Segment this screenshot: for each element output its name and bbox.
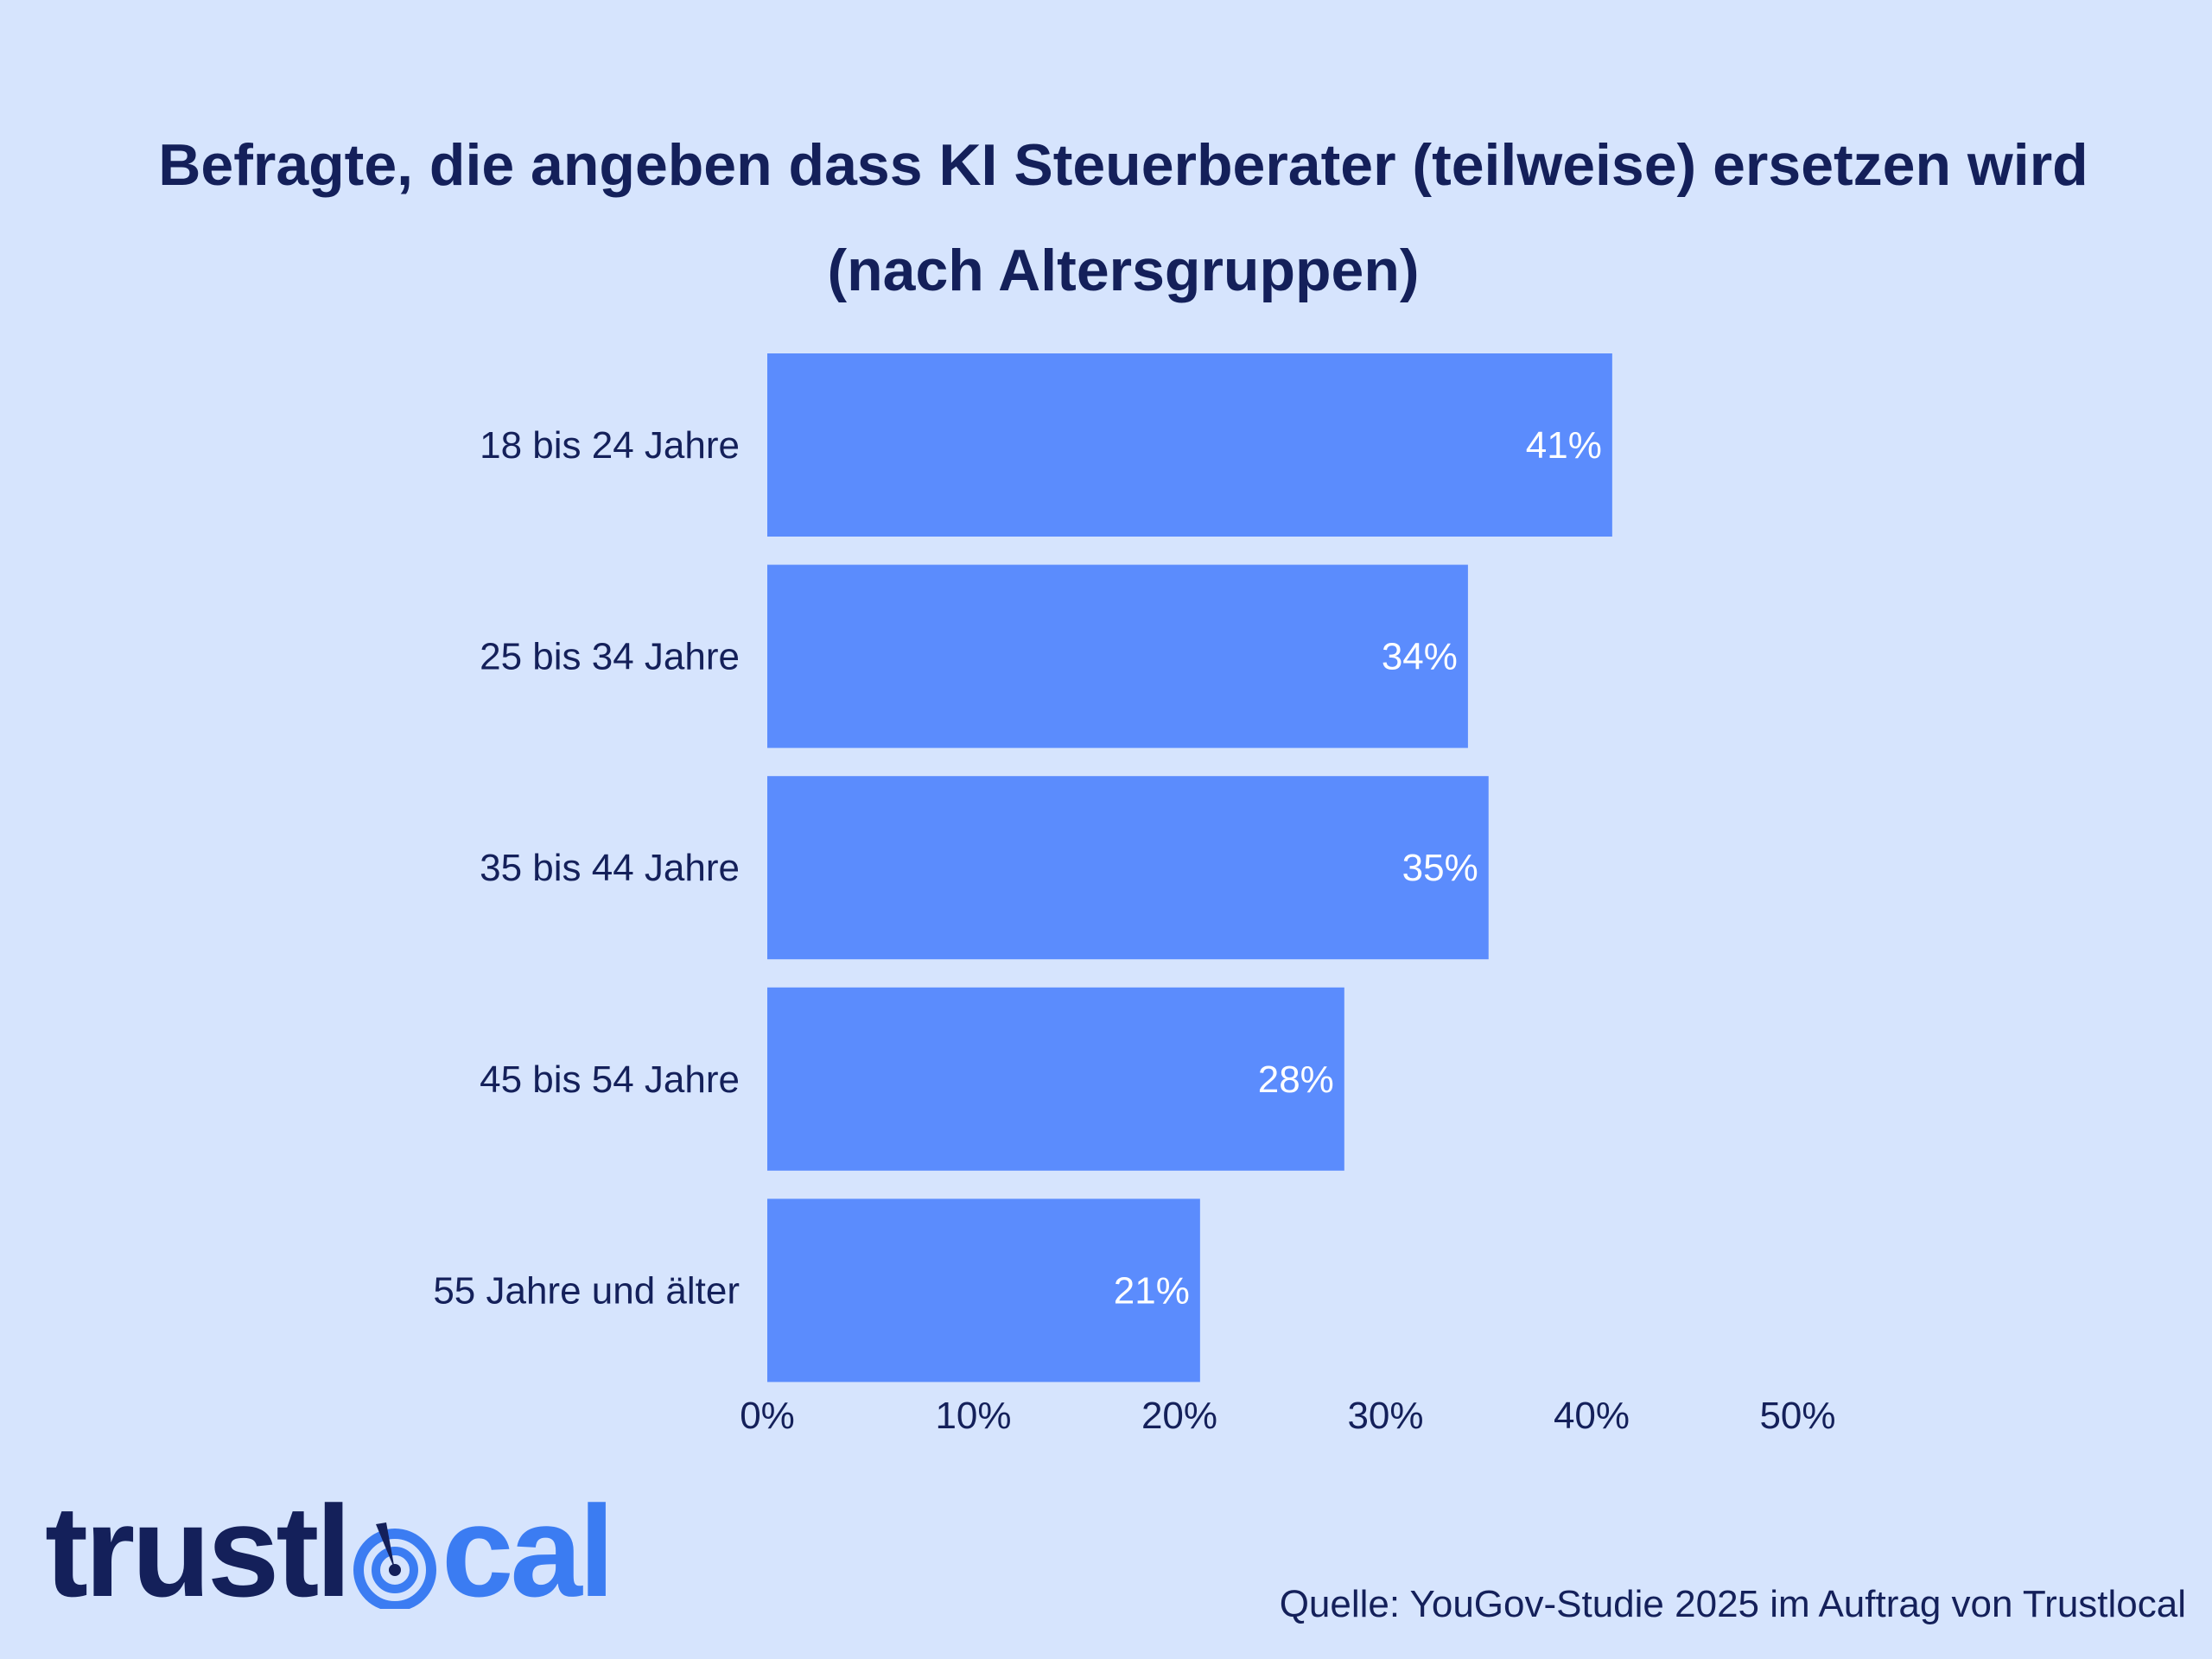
category-label-5: 55 Jahre und älter [433,1269,740,1312]
chart-title-line-2: (nach Altersgruppen) [827,238,1420,303]
bar-2 [767,564,1468,748]
bar-3 [767,776,1489,960]
chart-title-line-1: Befragte, die angeben dass KI Steuerbera… [158,132,2088,198]
bar-5 [767,1198,1200,1382]
category-label-4: 45 bis 54 Jahre [480,1058,740,1101]
category-label-1: 18 bis 24 Jahre [480,424,740,467]
value-label-4: 28% [1258,1058,1334,1101]
x-tick-label-4: 30% [1347,1395,1423,1437]
logo-text-part-2: cal [442,1478,615,1624]
x-tick-label-1: 0% [740,1395,795,1437]
chart-title: Befragte, die angeben dass KI Steuerbera… [69,112,2177,323]
bar-1 [767,353,1612,537]
bar-4 [767,987,1344,1171]
value-label-3: 35% [1402,847,1478,889]
value-label-2: 34% [1382,636,1458,678]
x-tick-label-6: 50% [1759,1395,1835,1437]
category-label-2: 25 bis 34 Jahre [480,636,740,678]
x-tick-label-3: 20% [1141,1395,1217,1437]
x-tick-label-2: 10% [935,1395,1011,1437]
trustlocal-logo: trustl cal [45,1486,615,1616]
logo-text-part-1: trustl [45,1478,352,1624]
value-label-5: 21% [1114,1269,1190,1312]
x-tick-label-5: 40% [1554,1395,1630,1437]
value-label-1: 41% [1526,424,1602,467]
target-icon [353,1522,436,1609]
category-label-3: 35 bis 44 Jahre [480,847,740,889]
source-note: Quelle: YouGov-Studie 2025 im Auftrag vo… [1279,1583,2186,1625]
